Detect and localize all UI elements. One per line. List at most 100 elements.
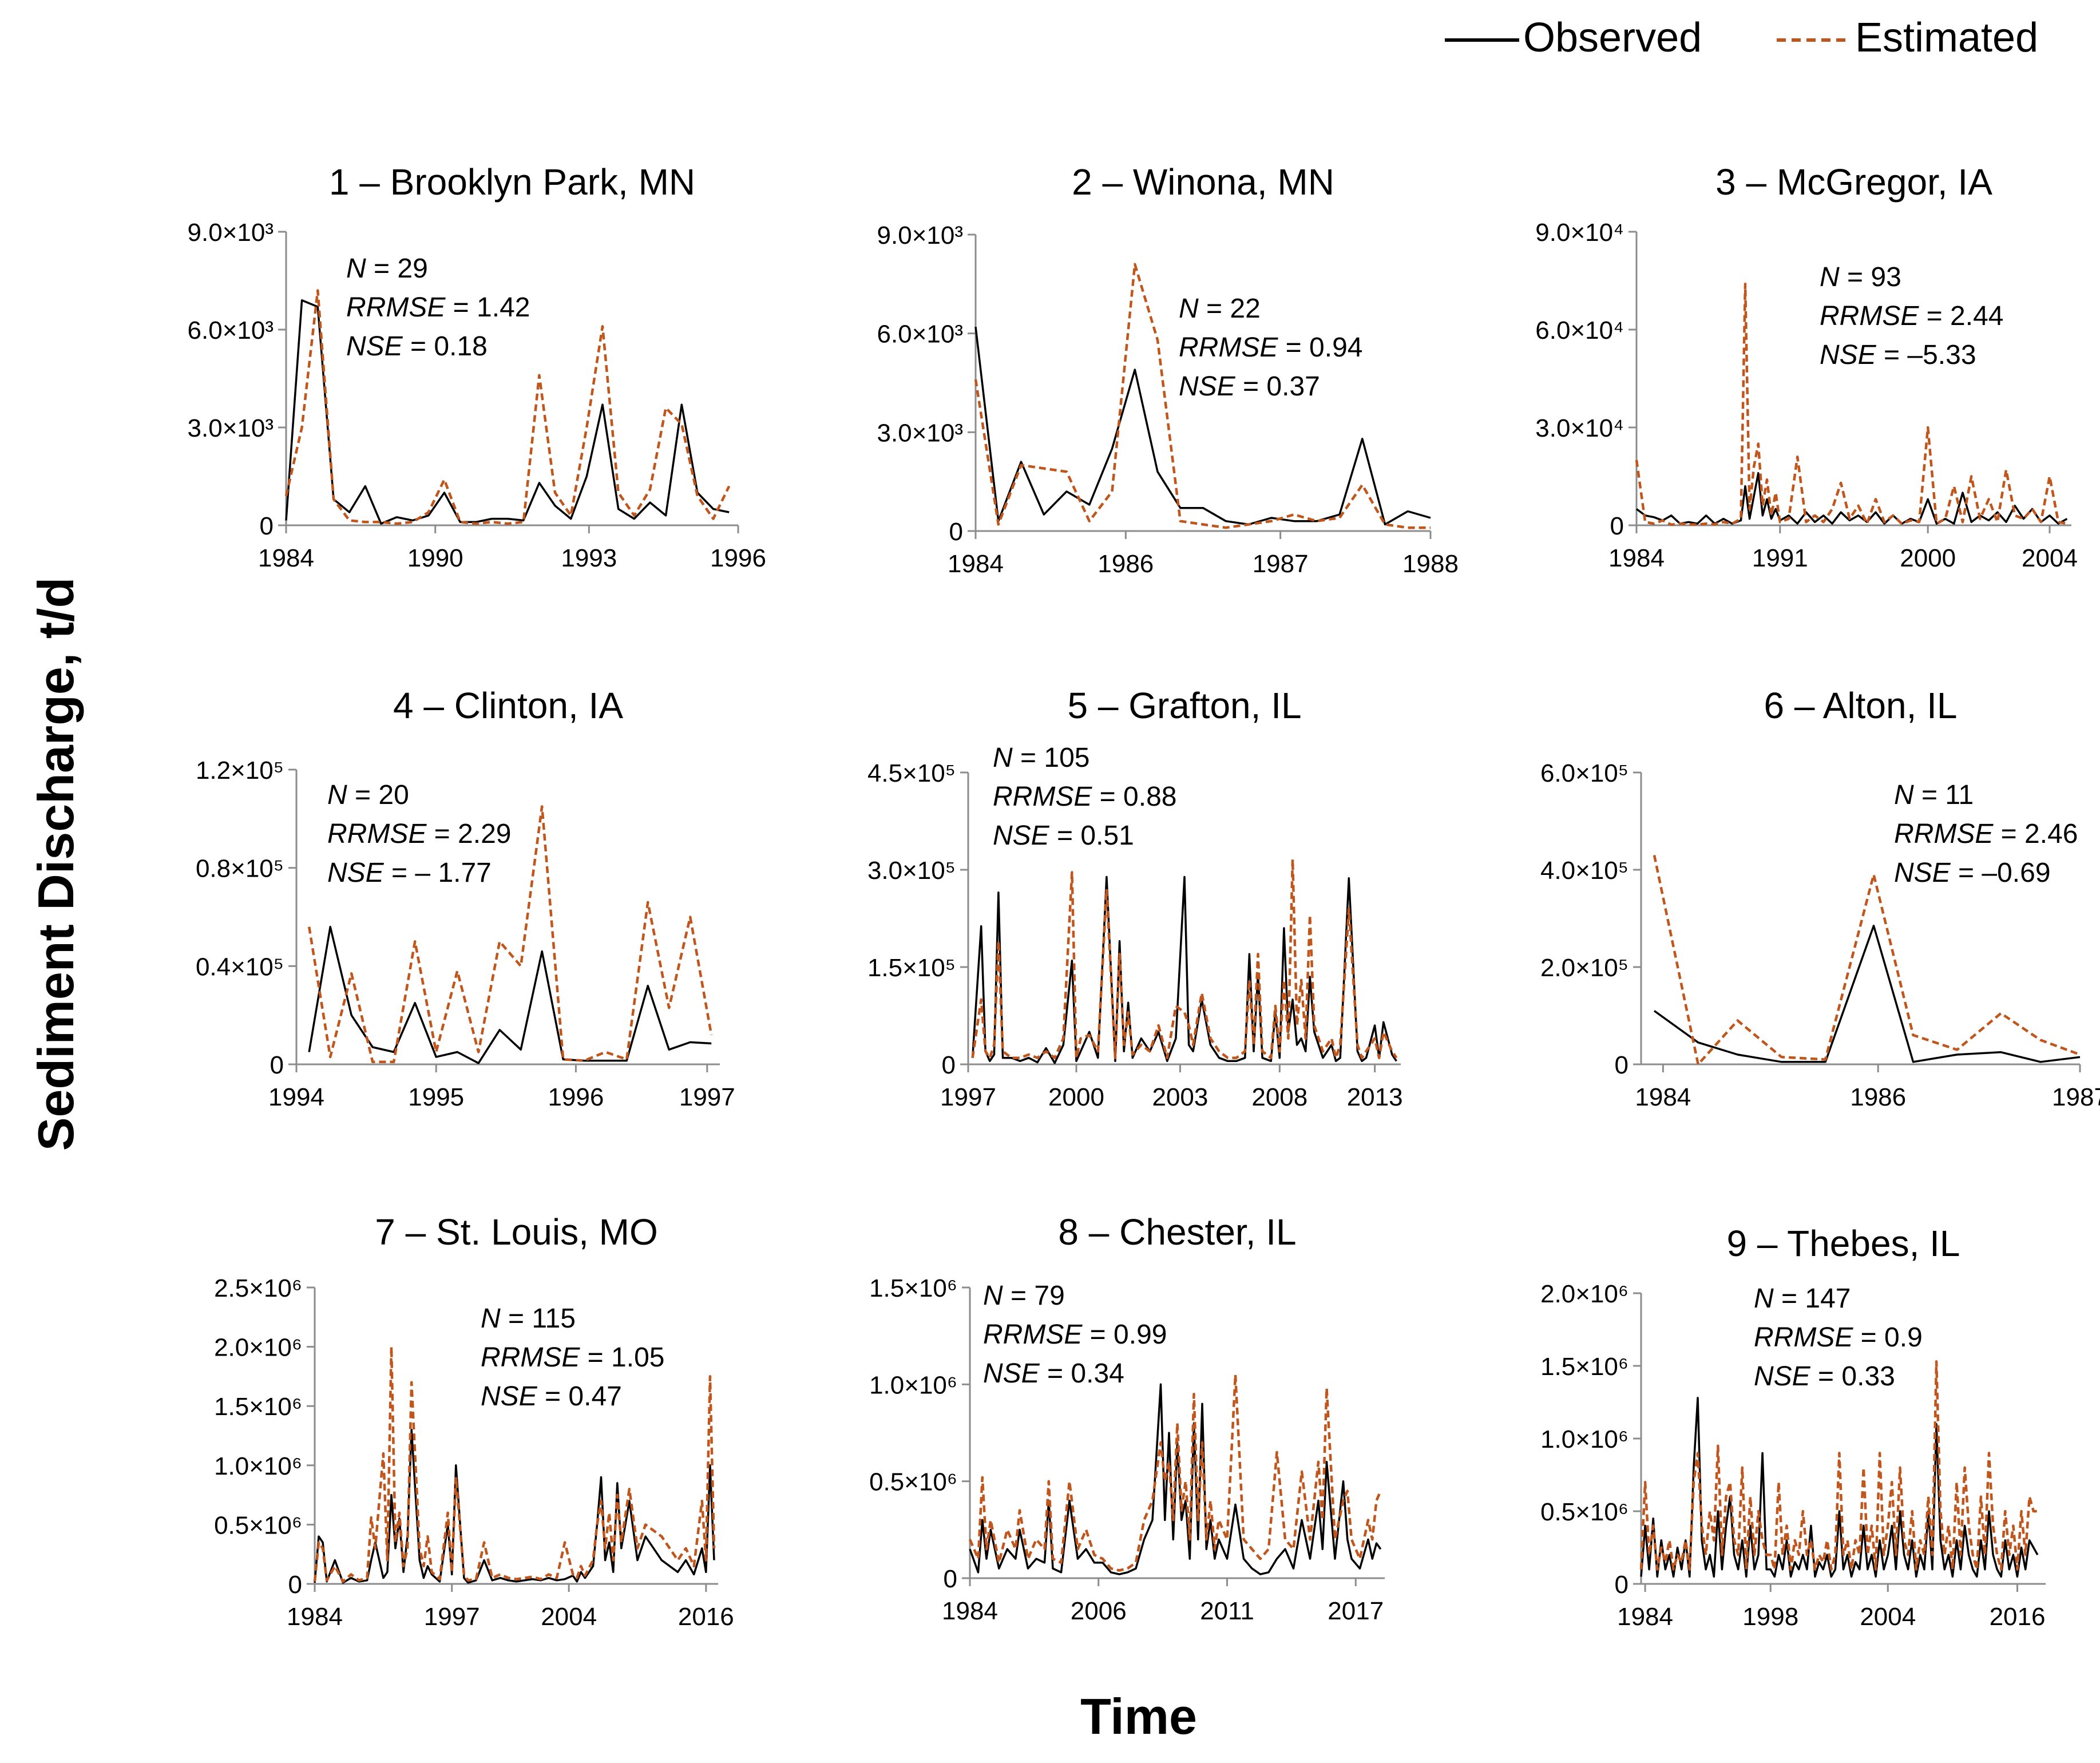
panel-title: 4 – Clinton, IA bbox=[393, 685, 623, 726]
stat-n: N = 105 bbox=[993, 743, 1089, 773]
y-tick-label: 3.0×10⁴ bbox=[1535, 414, 1624, 442]
y-tick-label: 6.0×10⁴ bbox=[1535, 316, 1624, 344]
y-tick-label: 0 bbox=[1615, 1571, 1629, 1599]
y-tick-label: 0.8×10⁵ bbox=[196, 855, 284, 883]
y-tick-label: 6.0×10⁵ bbox=[1540, 759, 1629, 787]
x-tick-label: 2004 bbox=[541, 1603, 597, 1631]
series-observed-line bbox=[308, 925, 712, 1064]
x-tick-label: 1994 bbox=[268, 1083, 324, 1111]
y-tick-label: 1.0×10⁶ bbox=[869, 1371, 957, 1399]
y-axis-title: Sediment Discharge, t/d bbox=[27, 577, 84, 1151]
legend-estimated-label: Estimated bbox=[1855, 15, 2038, 61]
panel-4: 4 – Clinton, IA 0 0.4×10⁵ 0.8×10⁵ 1.2×10⁵ 199… bbox=[196, 685, 735, 1111]
x-tick-label: 2011 bbox=[1200, 1597, 1254, 1625]
x-tick-label: 2004 bbox=[1860, 1603, 1916, 1631]
x-tick-label: 1984 bbox=[258, 544, 314, 572]
stat-nse: NSE = 0.18 bbox=[346, 331, 488, 362]
y-tick-label: 0 bbox=[1615, 1051, 1629, 1079]
x-tick-label: 1996 bbox=[548, 1083, 604, 1111]
y-tick-label: 2.5×10⁶ bbox=[214, 1274, 302, 1302]
stat-nse: NSE = –5.33 bbox=[1820, 340, 1976, 370]
x-tick-label: 1993 bbox=[561, 544, 617, 572]
y-tick-label: 1.5×10⁵ bbox=[867, 954, 956, 982]
stat-n: N = 22 bbox=[1179, 294, 1261, 324]
stat-nse: NSE = – 1.77 bbox=[327, 858, 492, 888]
series-estimated-line bbox=[1635, 282, 2067, 526]
y-tick-label: 9.0×10³ bbox=[188, 219, 274, 247]
stat-n: N = 115 bbox=[481, 1304, 576, 1334]
stat-rrmse: RRMSE = 1.05 bbox=[481, 1342, 664, 1373]
y-tick-label: 4.5×10⁵ bbox=[867, 759, 956, 787]
y-tick-label: 6.0×10³ bbox=[877, 320, 963, 348]
y-tick-label: 3.0×10⁵ bbox=[867, 857, 956, 885]
panel-9: 9 – Thebes, IL 0 0.5×10⁶ 1.0×10⁶ 1.5×10⁶ 2.0×… bbox=[1540, 1223, 2046, 1631]
series-observed-line bbox=[971, 875, 1397, 1064]
legend-observed-label: Observed bbox=[1523, 15, 1702, 61]
panel-title: 1 – Brooklyn Park, MN bbox=[329, 161, 695, 203]
panel-5: 5 – Grafton, IL 0 1.5×10⁵ 3.0×10⁵ 4.5×10⁵ 199… bbox=[867, 685, 1403, 1111]
panel-1: 1 – Brooklyn Park, MN 0 3.0×10³ 6.0×10³ 9.0×… bbox=[188, 161, 766, 572]
panel-title: 6 – Alton, IL bbox=[1764, 685, 1957, 726]
y-tick-label: 0 bbox=[942, 1051, 956, 1079]
x-tick-label: 1986 bbox=[1850, 1083, 1906, 1111]
series-estimated-line bbox=[1653, 855, 2081, 1066]
panel-7: 7 – St. Louis, MO 0 0.5×10⁶ 1.0×10⁶ 1.5×10⁶ 2… bbox=[214, 1211, 734, 1631]
panel-title: 7 – St. Louis, MO bbox=[375, 1211, 657, 1253]
panel-8: 8 – Chester, IL 0 0.5×10⁶ 1.0×10⁶ 1.5×10⁶ 198… bbox=[869, 1211, 1385, 1625]
x-tick-label: 2017 bbox=[1328, 1597, 1384, 1625]
series-observed-line bbox=[969, 1383, 1382, 1575]
stat-n: N = 11 bbox=[1894, 780, 1974, 810]
stat-rrmse: RRMSE = 2.46 bbox=[1894, 819, 2078, 849]
series-estimated-line bbox=[971, 858, 1398, 1059]
stat-nse: NSE = 0.33 bbox=[1754, 1361, 1895, 1392]
x-tick-label: 2003 bbox=[1152, 1083, 1208, 1111]
y-tick-label: 0.5×10⁶ bbox=[1540, 1498, 1629, 1526]
panel-title: 8 – Chester, IL bbox=[1058, 1211, 1296, 1253]
series-estimated-line bbox=[974, 263, 1431, 529]
series-observed-line bbox=[1653, 925, 2081, 1063]
stat-nse: NSE = 0.37 bbox=[1179, 371, 1320, 402]
legend: Observed Estimated bbox=[1445, 15, 2038, 61]
stat-nse: NSE = 0.51 bbox=[993, 821, 1134, 851]
y-tick-label: 2.0×10⁶ bbox=[214, 1334, 302, 1362]
x-tick-label: 1984 bbox=[948, 550, 1004, 578]
y-tick-label: 0 bbox=[949, 518, 963, 546]
x-tick-label: 1984 bbox=[1608, 544, 1665, 572]
y-tick-label: 3.0×10³ bbox=[188, 414, 274, 442]
x-tick-label: 1984 bbox=[942, 1597, 998, 1625]
stat-nse: NSE = 0.34 bbox=[983, 1358, 1124, 1389]
y-tick-label: 1.5×10⁶ bbox=[214, 1393, 302, 1421]
stat-n: N = 29 bbox=[346, 253, 428, 284]
y-tick-label: 0 bbox=[288, 1571, 302, 1599]
stat-nse: NSE = 0.47 bbox=[481, 1381, 622, 1412]
x-tick-label: 1997 bbox=[424, 1603, 480, 1631]
stat-n: N = 93 bbox=[1820, 262, 1901, 292]
stat-rrmse: RRMSE = 2.44 bbox=[1820, 301, 2003, 331]
stat-n: N = 79 bbox=[983, 1281, 1065, 1311]
panel-title: 5 – Grafton, IL bbox=[1067, 685, 1301, 726]
stat-n: N = 147 bbox=[1754, 1283, 1851, 1314]
y-tick-label: 0.5×10⁶ bbox=[214, 1511, 302, 1539]
x-tick-label: 1987 bbox=[2052, 1083, 2100, 1111]
y-tick-label: 2.0×10⁵ bbox=[1540, 954, 1629, 982]
x-tick-label: 1986 bbox=[1097, 550, 1154, 578]
panel-title: 3 – McGregor, IA bbox=[1715, 161, 1992, 203]
x-tick-label: 1997 bbox=[679, 1083, 735, 1111]
series-estimated-line bbox=[284, 289, 731, 525]
y-tick-label: 3.0×10³ bbox=[877, 419, 963, 447]
x-tick-label: 2000 bbox=[1900, 544, 1956, 572]
stat-nse: NSE = –0.69 bbox=[1894, 858, 2051, 888]
stat-n: N = 20 bbox=[327, 780, 409, 810]
x-tick-label: 2016 bbox=[678, 1603, 734, 1631]
series-estimated-line bbox=[307, 805, 713, 1063]
x-tick-label: 1998 bbox=[1742, 1603, 1798, 1631]
y-tick-label: 0 bbox=[944, 1565, 957, 1593]
x-tick-label: 2006 bbox=[1071, 1597, 1127, 1625]
y-tick-label: 0.4×10⁵ bbox=[196, 953, 284, 981]
x-tick-label: 2016 bbox=[1990, 1603, 2046, 1631]
y-tick-label: 0 bbox=[1610, 512, 1624, 540]
stat-rrmse: RRMSE = 2.29 bbox=[327, 819, 511, 849]
x-tick-label: 2013 bbox=[1347, 1083, 1403, 1111]
series-observed-line bbox=[974, 326, 1431, 526]
